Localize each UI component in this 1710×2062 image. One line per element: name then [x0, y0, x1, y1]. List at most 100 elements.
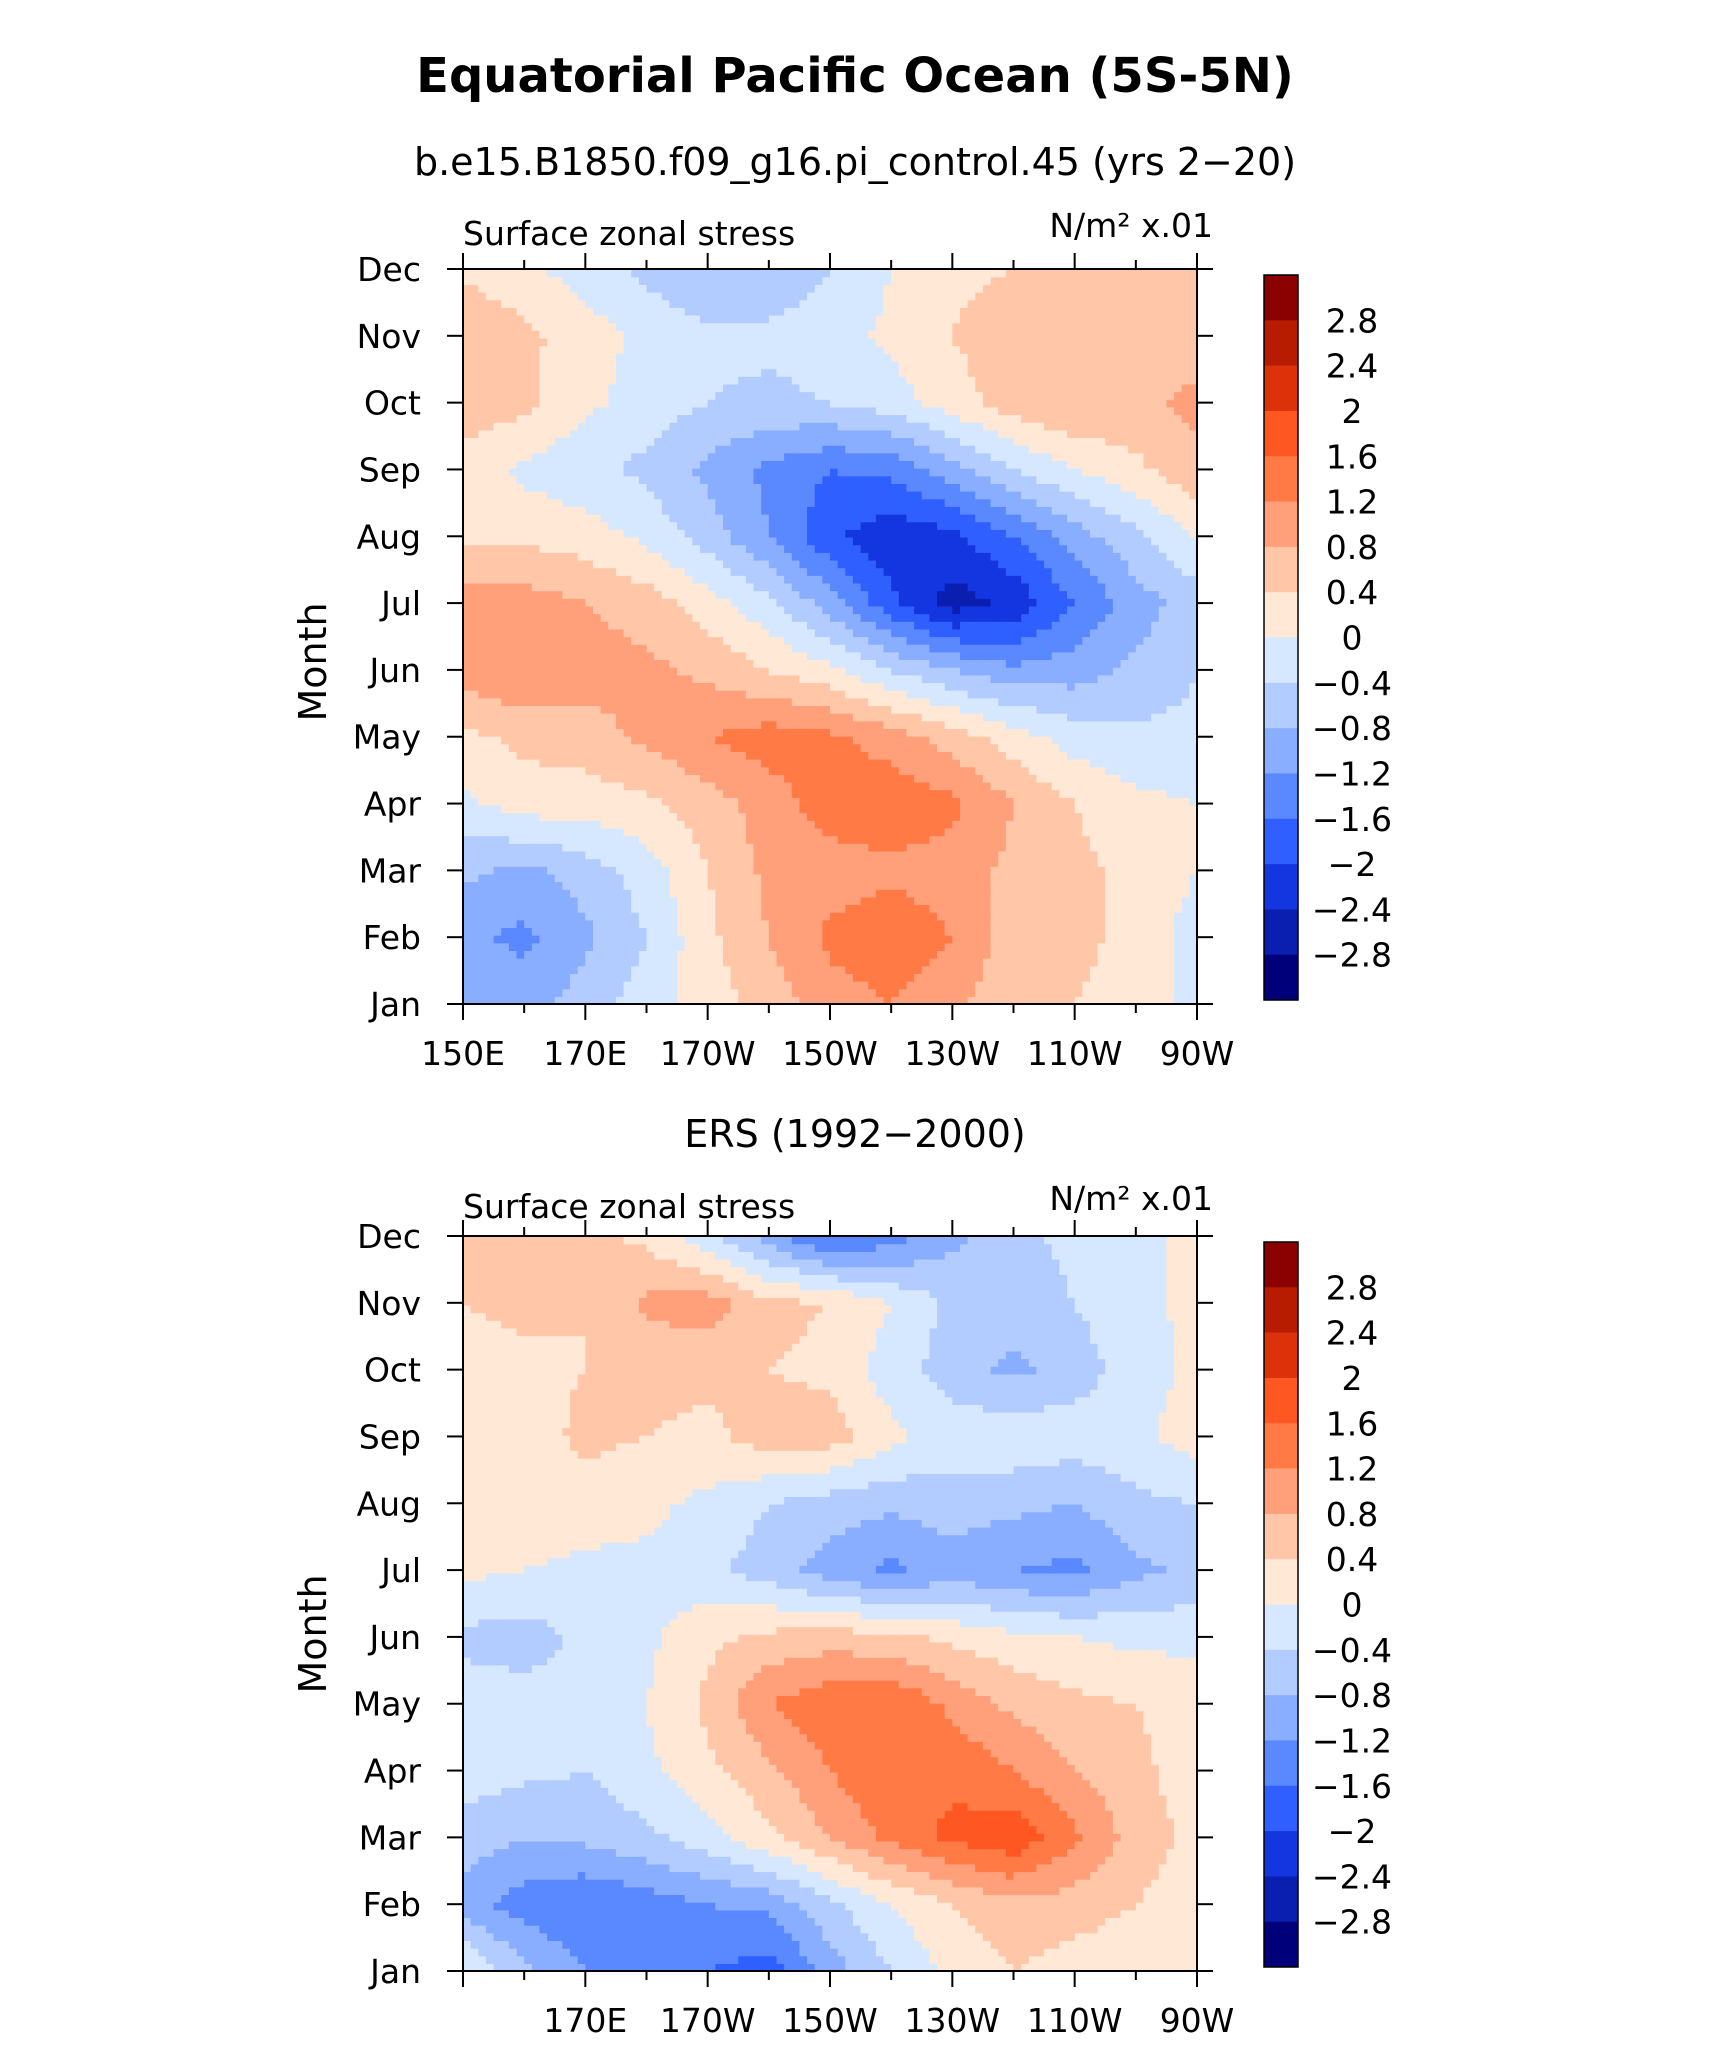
field-cell	[494, 667, 502, 675]
field-cell	[1174, 973, 1182, 981]
field-cell	[1159, 606, 1167, 614]
field-cell	[494, 813, 502, 821]
field-cell	[746, 889, 754, 897]
field-cell	[517, 973, 525, 981]
field-cell	[1128, 675, 1136, 683]
field-cell	[1082, 828, 1090, 836]
field-cell	[1166, 851, 1174, 859]
field-cell	[1052, 782, 1060, 790]
field-cell	[501, 721, 509, 729]
field-cell	[1044, 859, 1052, 867]
field-cell	[754, 713, 762, 721]
field-cell	[585, 851, 593, 859]
field-cell	[799, 659, 807, 667]
field-cell	[1021, 790, 1029, 798]
field-cell	[1151, 667, 1159, 675]
field-cell	[570, 790, 578, 798]
field-cell	[738, 751, 746, 759]
field-cell	[624, 859, 632, 867]
field-cell	[929, 728, 937, 736]
field-cell	[1113, 874, 1121, 882]
field-cell	[478, 797, 486, 805]
field-cell	[631, 851, 639, 859]
field-cell	[1113, 973, 1121, 981]
field-cell	[494, 927, 502, 935]
field-cell	[578, 690, 586, 698]
field-cell	[570, 805, 578, 813]
field-cell	[1006, 851, 1014, 859]
field-cell	[1105, 659, 1113, 667]
field-cell	[1006, 836, 1014, 844]
field-cell	[1136, 667, 1144, 675]
field-cell	[547, 859, 555, 867]
field-cell	[792, 759, 800, 767]
field-cell	[471, 713, 479, 721]
field-cell	[868, 637, 876, 645]
field-cell	[1151, 989, 1159, 997]
field-cell	[1174, 943, 1182, 951]
field-cell	[914, 805, 922, 813]
field-cell	[1036, 744, 1044, 752]
field-cell	[639, 759, 647, 767]
field-cell	[769, 874, 777, 882]
field-cell	[1059, 874, 1067, 882]
field-cell	[876, 621, 884, 629]
field-cell	[669, 920, 677, 928]
field-cell	[822, 690, 830, 698]
field-cell	[754, 935, 762, 943]
field-cell	[1136, 935, 1144, 943]
field-cell	[1098, 721, 1106, 729]
field-cell	[991, 728, 999, 736]
field-cell	[1090, 652, 1098, 660]
field-cell	[1105, 797, 1113, 805]
field-cell	[539, 767, 547, 775]
field-cell	[731, 866, 739, 874]
field-cell	[478, 629, 486, 637]
field-cell	[517, 782, 525, 790]
field-cell	[608, 767, 616, 775]
field-cell	[952, 920, 960, 928]
field-cell	[861, 805, 869, 813]
field-cell	[517, 629, 525, 637]
field-cell	[876, 927, 884, 935]
field-cell	[478, 828, 486, 836]
field-cell	[769, 637, 777, 645]
field-cell	[845, 927, 853, 935]
field-cell	[647, 744, 655, 752]
field-cell	[1090, 889, 1098, 897]
field-cell	[807, 874, 815, 882]
field-cell	[692, 813, 700, 821]
field-cell	[1098, 889, 1106, 897]
field-cell	[486, 958, 494, 966]
field-cell	[1166, 774, 1174, 782]
field-cell	[631, 767, 639, 775]
field-cell	[876, 637, 884, 645]
field-cell	[562, 644, 570, 652]
field-cell	[593, 736, 601, 744]
field-cell	[968, 966, 976, 974]
field-cell	[1052, 897, 1060, 905]
field-cell	[784, 920, 792, 928]
field-cell	[685, 866, 693, 874]
field-cell	[991, 797, 999, 805]
field-cell	[868, 614, 876, 622]
field-cell	[555, 950, 563, 958]
field-cell	[853, 675, 861, 683]
field-cell	[669, 767, 677, 775]
field-cell	[685, 943, 693, 951]
field-cell	[929, 805, 937, 813]
field-cell	[853, 767, 861, 775]
field-cell	[639, 943, 647, 951]
field-cell	[1143, 675, 1151, 683]
field-cell	[578, 943, 586, 951]
field-cell	[891, 828, 899, 836]
field-cell	[1182, 713, 1190, 721]
field-cell	[945, 973, 953, 981]
field-cell	[1121, 813, 1129, 821]
field-cell	[708, 659, 716, 667]
field-cell	[899, 882, 907, 890]
field-cell	[631, 912, 639, 920]
field-cell	[937, 698, 945, 706]
field-cell	[929, 713, 937, 721]
field-cell	[1166, 943, 1174, 951]
